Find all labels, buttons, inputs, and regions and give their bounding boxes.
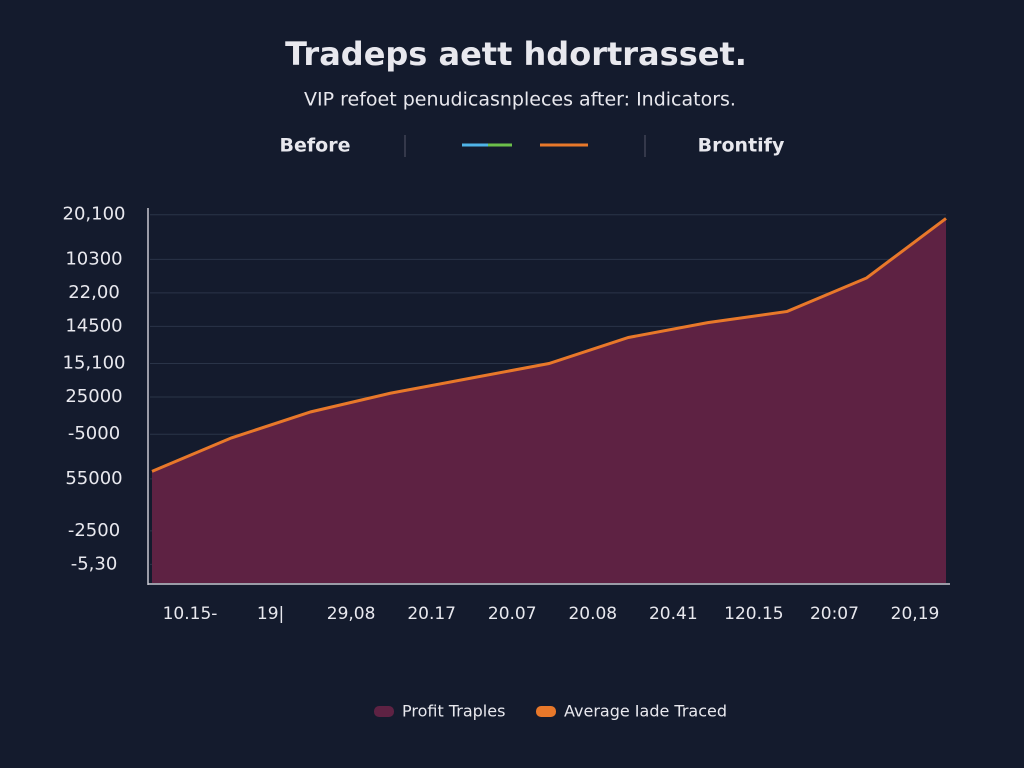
chart-title: Tradeps aett hdortrasset. — [285, 35, 747, 73]
x-tick-label: 29,08 — [327, 604, 376, 624]
x-tick-label: 19| — [257, 604, 284, 624]
y-tick-label: 55000 — [65, 468, 122, 489]
line — [151, 217, 947, 473]
x-tick-label: 20:07 — [810, 604, 859, 624]
area — [152, 218, 946, 583]
y-tick-label: 15,100 — [63, 353, 126, 374]
y-tick-label: 22,00 — [68, 282, 120, 303]
x-tick-label: 20.41 — [649, 604, 698, 624]
legend-swatch — [374, 706, 394, 717]
y-tick-label: 25000 — [65, 386, 122, 407]
y-tick-label: -5000 — [68, 423, 120, 444]
legend-swatch — [536, 706, 556, 717]
x-tick-label: 20.07 — [488, 604, 537, 624]
x-tick-label: 10.15- — [163, 604, 218, 624]
x-tick-label: 120.15 — [724, 604, 783, 624]
chart-subtitle: VIP refoet penudicasnpleces after: Indic… — [304, 89, 736, 111]
x-tick-label: 20.08 — [568, 604, 617, 624]
x-tick-label: 20,19 — [891, 604, 940, 624]
y-tick-label: -2500 — [68, 520, 120, 541]
legend-label: Profit Traples — [402, 702, 505, 721]
y-tick-label: -5,30 — [71, 553, 118, 574]
y-tick-label: 10300 — [65, 248, 122, 269]
y-tick-label: 20,100 — [63, 204, 126, 225]
header-label: Brontify — [698, 135, 785, 157]
header-label: Before — [280, 135, 351, 157]
x-tick-label: 20.17 — [407, 604, 456, 624]
y-tick-label: 14500 — [65, 315, 122, 336]
legend-label: Average Iade Traced — [564, 702, 727, 721]
